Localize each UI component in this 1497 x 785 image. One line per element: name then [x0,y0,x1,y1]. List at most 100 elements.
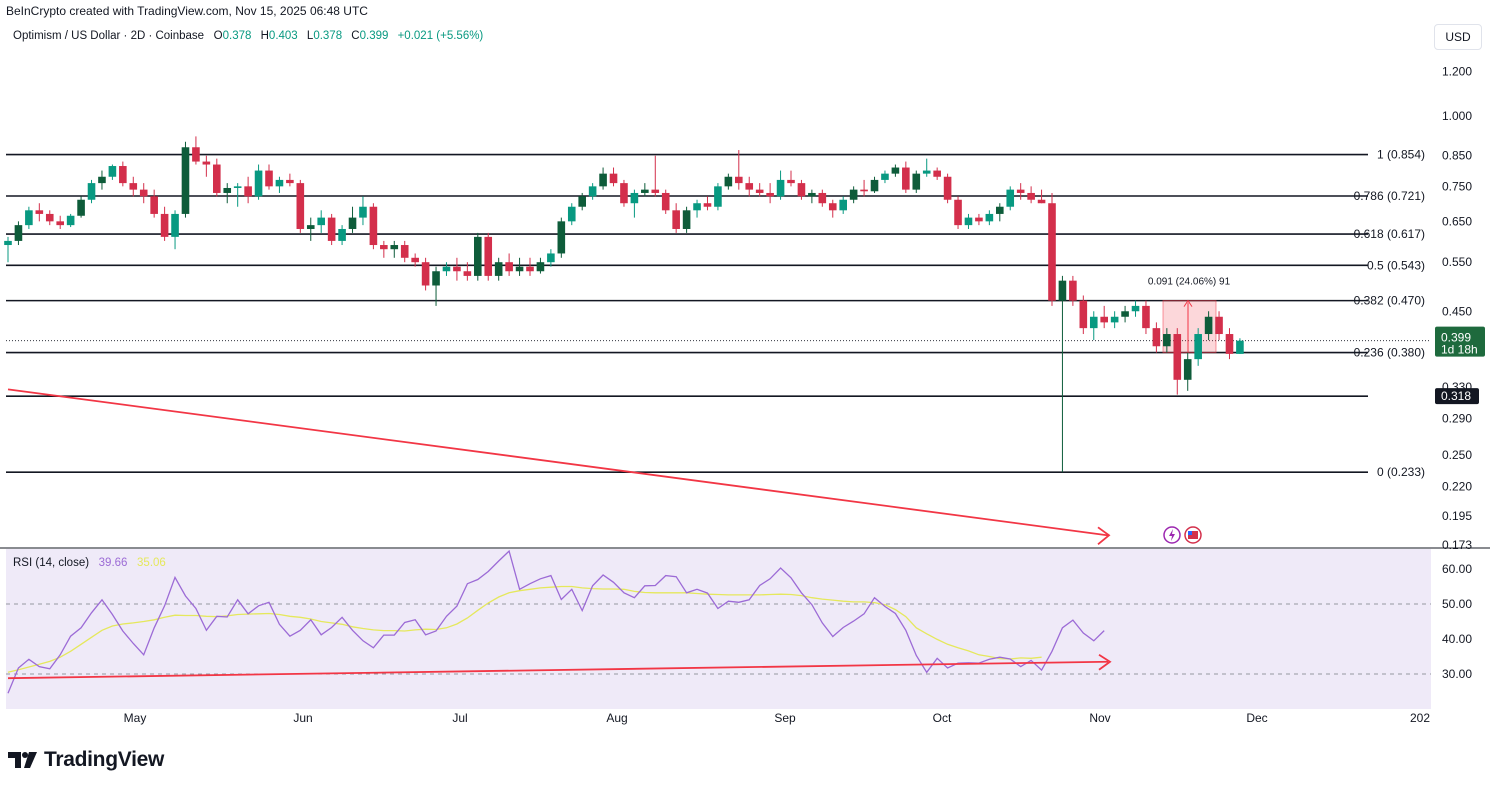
event-icons[interactable] [1163,526,1202,544]
price-tick: 0.173 [1442,538,1472,552]
candle [1037,189,1046,204]
candle-body [599,173,607,187]
candle [432,266,440,306]
candle [442,262,451,276]
time-label: Dec [1246,711,1267,725]
measure-tool[interactable]: 0.091 (24.06%) 91 [1148,277,1231,354]
candle [327,213,336,246]
candle [129,176,138,197]
candle [620,179,628,207]
candle-body [515,266,524,272]
candle [119,161,127,187]
candle-body [202,161,211,165]
candle-body [244,186,252,197]
candle [672,203,680,233]
candle [1100,305,1108,329]
candle-body [1204,316,1213,335]
candle-body [1183,359,1192,380]
candle-body [1079,300,1088,329]
candle [181,141,190,218]
price-trend-line[interactable] [7,388,1111,546]
candle [4,236,12,263]
candle [630,189,639,218]
candle-body [1236,340,1244,354]
candle-body [787,179,795,184]
price-axis[interactable]: 1.200 1.000 0.850 0.750 0.650 0.550 0.450 0.399… [1435,64,1485,552]
fib-label: 0.382 (0.470) [1354,294,1425,308]
candle [1194,328,1202,366]
rsi-legend-label: RSI (14, close) [13,557,90,569]
symbol-name[interactable]: Optimism / US Dollar · 2D · Coinbase [13,30,205,42]
candle [56,215,64,229]
high-value: 0.403 [268,30,298,42]
candle-body [56,221,64,226]
candle-body [902,167,910,190]
price-tick: 0.450 [1442,304,1472,318]
candle [588,183,597,200]
candle-body [233,186,242,188]
candle-body [849,189,858,200]
candle [818,189,827,207]
tradingview-logo[interactable]: TradingView [8,746,164,774]
fib-label: 0.5 (0.543) [1367,258,1425,272]
candle [254,164,263,200]
us-flag-canton [1188,531,1192,535]
currency-button[interactable]: USD [1434,24,1482,50]
candle-body [755,189,764,193]
candle [578,192,586,211]
candle-body [275,179,284,187]
candle [160,206,169,241]
candle [348,206,357,233]
candle [651,155,660,197]
us-flag-stripes [1188,531,1198,539]
price-trend-arrowhead [1097,526,1111,546]
candle [902,161,910,193]
rsi-legend[interactable]: RSI (14, close) 39.66 35.06 [13,557,166,569]
candle [964,213,973,229]
candle [1110,311,1119,329]
candle [296,179,305,233]
candle-body [338,228,346,241]
time-label: Sep [774,711,796,725]
candle [1048,192,1056,306]
candle [547,249,555,267]
chart-canvas[interactable]: 1 (0.854) 0.786 (0.721) 0.618 (0.617) 0.5 (… [0,0,1497,740]
candle-body [818,192,827,204]
candle-body [776,179,785,197]
candle-body [66,215,75,226]
candle [714,183,722,211]
candle-body [724,176,733,187]
candle-body [1027,192,1035,200]
candle-body [494,262,503,276]
low-label: L [306,30,314,42]
rsi-tick: 40.00 [1442,632,1472,646]
candle-body [1048,203,1056,301]
candle-body [421,262,430,286]
time-label: 202 [1410,711,1430,725]
candle [797,179,806,200]
time-label: Jul [452,711,467,725]
candle-body [641,189,649,193]
candle-body [369,206,378,246]
candle [996,203,1004,222]
candle-body [380,245,388,250]
candle-body [14,225,23,241]
candle-body [1225,334,1234,354]
candle [463,262,472,281]
candle [87,179,96,204]
candles [4,136,1244,473]
candle-body [160,213,169,237]
high-label: H [260,30,269,42]
time-axis[interactable]: May Jun Jul Aug Sep Oct Nov Dec 202 [124,711,1431,725]
candle [14,221,23,246]
fib-label: 0.618 (0.617) [1354,227,1425,241]
candle-body [891,167,900,174]
candle [703,196,712,211]
candle [526,257,534,276]
candle [1016,183,1025,200]
countdown-label: 1d 18h [1441,343,1478,357]
candle-body [912,173,921,190]
candle-body [954,199,962,226]
candle [474,232,482,281]
candle-body [1215,316,1223,335]
